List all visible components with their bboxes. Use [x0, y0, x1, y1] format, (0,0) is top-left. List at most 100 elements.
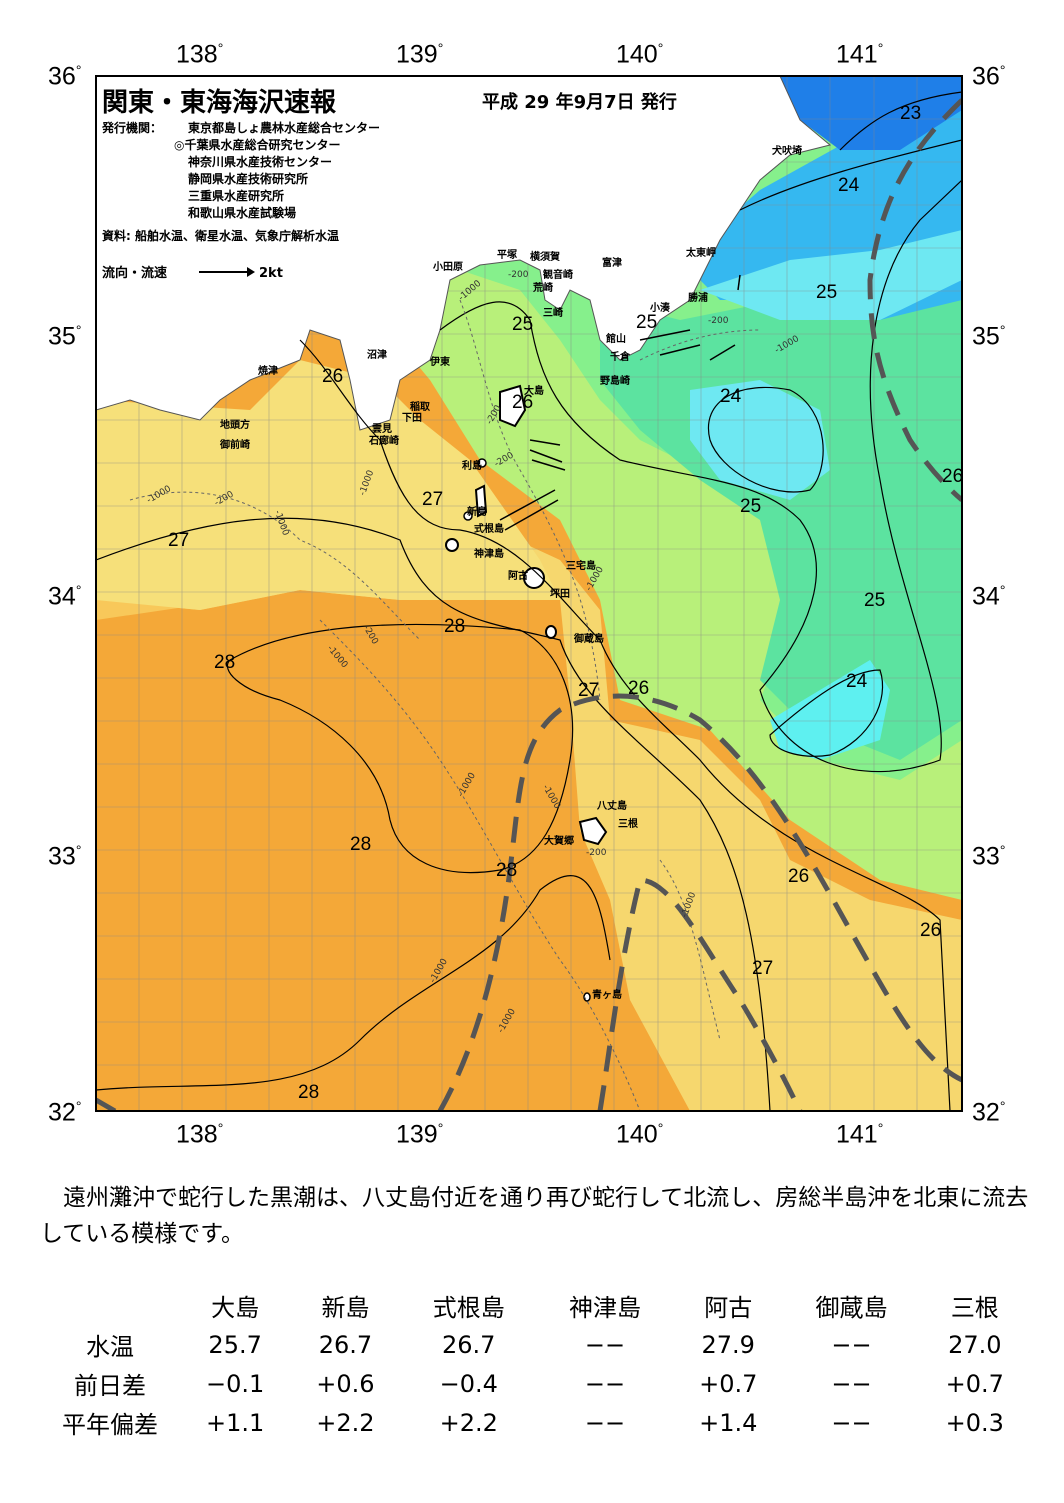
column-header: 三根	[950, 1294, 999, 1322]
isotherm-label-28: 28	[444, 616, 466, 637]
summary-paragraph: 遠州灘沖で蛇行した黒潮は、八丈島付近を通り再び蛇行して北流し、房総半島沖を北東に…	[40, 1185, 1029, 1247]
agency-item: ◎千葉県水産総合研究センター	[174, 138, 341, 152]
map-frame	[95, 75, 963, 1112]
isotherm-label-24: 24	[838, 175, 860, 196]
place-kozushima: 神津島	[474, 549, 504, 560]
place-kannonzaki: 観音崎	[543, 270, 573, 281]
agency-label: 発行機関：	[102, 121, 163, 135]
table-cell: −−	[831, 1408, 872, 1437]
column-header: 阿古	[704, 1294, 753, 1322]
place-ako: 阿古	[508, 571, 528, 582]
place-kominato: 小湊	[650, 303, 670, 314]
sea-temperature-map: 138° 139° 140° 141° 138° 139° 140° 141° …	[48, 40, 1006, 1149]
isotherm-label-25: 25	[816, 282, 838, 303]
island-hachijojima	[578, 816, 608, 846]
table-header-row: 大島 新島 式根島 神津島 阿古 御蔵島 三根	[40, 1286, 1030, 1325]
island-niijima	[474, 484, 488, 518]
isotherm-label-25: 25	[636, 312, 658, 333]
legend-label: 流向・流速	[102, 266, 168, 281]
place-toshima: 利島	[462, 461, 482, 472]
lat-label-left-36: 36°	[48, 62, 82, 91]
place-shikinejima: 式根島	[474, 524, 504, 535]
lon-label-bottom-140: 140°	[616, 1120, 664, 1149]
isotherm-label-27: 27	[752, 958, 774, 979]
column-header: 式根島	[432, 1294, 505, 1322]
lon-label-top-141: 141°	[836, 40, 884, 69]
isotherm-label-28: 28	[214, 652, 236, 673]
kuroshio-axis	[96, 98, 962, 1111]
agency-item: 三重県水産研究所	[188, 189, 285, 203]
place-inubozaki: 犬吠埼	[772, 146, 802, 157]
table-cell: +1.4	[699, 1408, 758, 1437]
place-nojimazaki: 野島崎	[600, 376, 630, 387]
isotherm-label-25: 25	[512, 314, 534, 335]
lat-label-left-32: 32°	[48, 1098, 82, 1127]
place-futtsu: 富津	[602, 258, 622, 269]
table-corner	[40, 1286, 180, 1325]
column-header: 神津島	[568, 1294, 641, 1322]
lat-label-right-36: 36°	[972, 62, 1006, 91]
place-odawara: 小田原	[433, 262, 463, 273]
island-oshima	[499, 384, 527, 428]
summary-text: 遠州灘沖で蛇行した黒潮は、八丈島付近を通り再び蛇行して北流し、房総半島沖を北東に…	[40, 1180, 1030, 1252]
table-cell: −−	[584, 1369, 626, 1398]
place-tsubota: 坪田	[550, 589, 570, 600]
agency-item: 和歌山県水産試験場	[188, 206, 297, 220]
place-katsuura: 勝浦	[688, 293, 708, 304]
isotherm-label-25: 25	[740, 496, 762, 517]
agency-item: 静岡県水産技術研究所	[188, 172, 309, 186]
isotherm-label-26: 26	[920, 920, 942, 941]
depth-label: -200	[586, 848, 607, 858]
row-label: 平年偏差	[62, 1411, 158, 1439]
place-miyakejima: 三宅島	[566, 561, 596, 572]
place-chikura: 千倉	[610, 352, 630, 363]
isotherm-label-25: 25	[864, 590, 886, 611]
zone-24-east	[700, 230, 962, 320]
isotherm-label-26: 26	[512, 392, 534, 413]
table-cell: +2.2	[316, 1408, 375, 1437]
isotherm-label-26: 26	[942, 466, 964, 487]
table-cell: −0.1	[206, 1369, 265, 1398]
table-cell: −−	[584, 1408, 626, 1437]
table-cell: −−	[831, 1369, 872, 1398]
lat-label-left-34: 34°	[48, 582, 82, 611]
agency-item: 神奈川県水産技術センター	[188, 155, 333, 169]
place-irozaki: 石廊崎	[369, 436, 399, 447]
depth-contours	[129, 299, 761, 1111]
lat-label-right-35: 35°	[972, 322, 1006, 351]
isotherm-label-28: 28	[496, 860, 518, 881]
place-inatori: 稲取	[410, 402, 430, 413]
lon-label-bottom-139: 139°	[396, 1120, 444, 1149]
map-title: 関東・東海海沢速報	[102, 88, 337, 118]
place-mitsune: 三根	[618, 819, 638, 830]
isotherm-label-26: 26	[788, 866, 810, 887]
isotherm-label-24: 24	[720, 386, 742, 407]
lon-label-top-139: 139°	[396, 40, 444, 69]
table-row: 前日差 −0.1 +0.6 −0.4 −− +0.7 −− +0.7	[40, 1364, 1030, 1403]
agency-list: 発行機関： 東京都島しょ農林水産総合センター ◎千葉県水産総合研究センター 神奈川…	[102, 120, 380, 222]
legend-arrow-icon	[199, 267, 256, 277]
place-jitogata: 地頭方	[220, 420, 250, 431]
island-kozushima	[445, 538, 459, 552]
place-tateyama: 館山	[606, 334, 626, 345]
isotherm-label-23: 23	[900, 103, 922, 124]
table-cell: −−	[584, 1330, 626, 1359]
place-omaezaki: 御前崎	[220, 440, 250, 451]
column-header: 御蔵島	[815, 1294, 888, 1322]
current-legend: 流向・流速 2kt	[102, 262, 283, 281]
lon-label-top-140: 140°	[616, 40, 664, 69]
isotherm-label-27: 27	[168, 530, 190, 551]
table-cell: +0.7	[945, 1369, 1004, 1398]
column-header: 新島	[321, 1294, 370, 1322]
isotherm-label-26: 26	[322, 366, 344, 387]
row-label: 前日差	[74, 1372, 146, 1400]
isotherm-label-26: 26	[628, 678, 650, 699]
current-arrows	[499, 274, 741, 531]
zone-24-eddy	[690, 380, 830, 500]
lat-label-left-35: 35°	[48, 322, 82, 351]
place-shimoda: 下田	[402, 413, 422, 424]
row-label: 水温	[86, 1333, 134, 1361]
island-temperature-table: 大島 新島 式根島 神津島 阿古 御蔵島 三根 水温 25.7 26.7 26.…	[40, 1286, 1030, 1442]
isotherm-label-24: 24	[846, 671, 868, 692]
table-cell: +0.3	[945, 1408, 1004, 1437]
